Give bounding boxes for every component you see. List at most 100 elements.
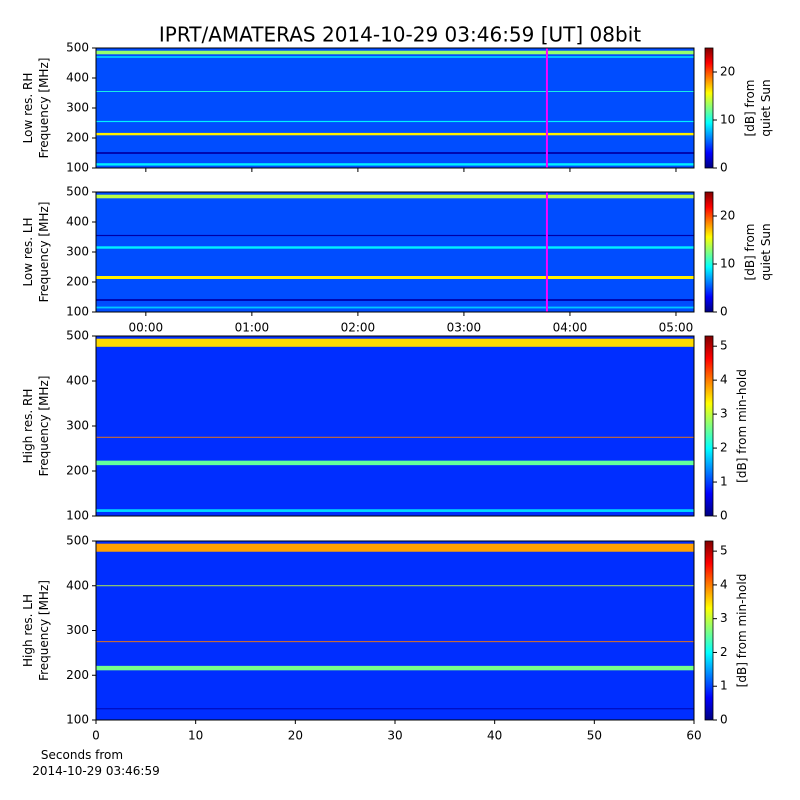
x-tick-label: 05:00	[659, 321, 694, 335]
y-axis-label: Low res. RH Frequency [MHz]	[21, 58, 51, 159]
y-label-line: Low res. RH	[21, 73, 35, 144]
colorbar-tick-label: 4	[720, 373, 728, 387]
y-tick-label: 400	[66, 71, 89, 85]
colorbar-tick-label: 0	[720, 509, 728, 523]
band	[96, 246, 694, 249]
y-tick-label: 500	[66, 41, 89, 55]
colorbar-tick-label: 10	[720, 257, 735, 271]
y-label-line: Low res. LH	[21, 217, 35, 286]
band	[96, 306, 694, 309]
y-tick-label: 300	[66, 623, 89, 637]
colorbar-label: [dB] from quiet Sun	[743, 79, 773, 136]
y-label-line: High res. LH	[21, 594, 35, 667]
colorbar-label-line: quiet Sun	[759, 79, 773, 136]
y-tick-label: 200	[66, 275, 89, 289]
colorbar	[704, 191, 714, 313]
colorbar-tick-label: 5	[720, 544, 728, 558]
y-axis-label: Low res. LH Frequency [MHz]	[21, 202, 51, 303]
colorbar-tick-label: 20	[720, 65, 735, 79]
y-tick-label: 200	[66, 668, 89, 682]
x-label-line: Seconds from	[41, 748, 123, 762]
colorbar-label: [dB] from min-hold	[735, 574, 749, 688]
band	[96, 50, 694, 55]
band	[96, 152, 694, 154]
colorbar-label: [dB] from quiet Sun	[743, 223, 773, 280]
y-label-line: Frequency [MHz]	[37, 580, 51, 681]
colorbar-label-line: [dB] from	[743, 224, 757, 281]
colorbar-label-line: [dB] from min-hold	[735, 369, 749, 483]
x-tick-label: 02:00	[341, 321, 376, 335]
spectrogram-background	[96, 48, 694, 168]
y-tick-label: 300	[66, 419, 89, 433]
x-tick-label: 10	[188, 729, 203, 743]
x-tick-label: 60	[686, 729, 701, 743]
x-tick-label: 0	[92, 729, 100, 743]
y-tick-label: 300	[66, 101, 89, 115]
band	[96, 436, 694, 438]
colorbar-tick-label: 4	[720, 577, 728, 591]
colorbar-label: [dB] from min-hold	[735, 369, 749, 483]
colorbar-tick-label: 0	[720, 305, 728, 319]
y-tick-label: 400	[66, 215, 89, 229]
colorbar-label-line: quiet Sun	[759, 223, 773, 280]
x-tick-label: 04:00	[553, 321, 588, 335]
band	[96, 56, 694, 58]
spectrogram-background	[96, 192, 694, 312]
band	[96, 120, 694, 123]
chart-title: IPRT/AMATERAS 2014-10-29 03:46:59 [UT] 0…	[159, 23, 641, 47]
band	[96, 194, 694, 199]
band	[96, 299, 694, 301]
y-axis-label: High res. RH Frequency [MHz]	[21, 376, 51, 477]
colorbar-tick-label: 1	[720, 475, 728, 489]
colorbar-tick-label: 0	[720, 161, 728, 175]
band	[96, 132, 694, 136]
y-tick-label: 200	[66, 131, 89, 145]
band	[96, 338, 694, 347]
spectrogram-background	[96, 336, 694, 516]
y-tick-label: 100	[66, 161, 89, 175]
x-tick-label: 20	[288, 729, 303, 743]
colorbar	[704, 335, 714, 517]
colorbar-label-line: [dB] from	[743, 80, 757, 137]
band	[96, 509, 694, 512]
y-label-line: Frequency [MHz]	[37, 202, 51, 303]
colorbar-tick-label: 5	[720, 339, 728, 353]
spectrogram-background	[96, 541, 694, 720]
y-tick-label: 500	[66, 534, 89, 548]
y-tick-label: 200	[66, 464, 89, 478]
y-tick-label: 100	[66, 713, 89, 727]
x-tick-label: 00:00	[129, 321, 164, 335]
y-axis-label: High res. LH Frequency [MHz]	[21, 580, 51, 681]
colorbar-tick-label: 3	[720, 611, 728, 625]
band	[96, 460, 694, 466]
colorbar	[704, 540, 714, 721]
colorbar-label-line: [dB] from min-hold	[735, 574, 749, 688]
colorbar-tick-label: 20	[720, 209, 735, 223]
x-tick-label: 30	[387, 729, 402, 743]
y-label-line: High res. RH	[21, 389, 35, 464]
colorbar	[704, 47, 714, 169]
y-tick-label: 100	[66, 509, 89, 523]
band	[96, 641, 694, 643]
y-tick-label: 100	[66, 305, 89, 319]
band	[96, 708, 694, 710]
band	[96, 543, 694, 552]
band	[96, 585, 694, 587]
y-tick-label: 300	[66, 245, 89, 259]
colorbar-tick-label: 3	[720, 407, 728, 421]
colorbar-tick-label: 2	[720, 441, 728, 455]
x-tick-label: 50	[587, 729, 602, 743]
y-tick-label: 500	[66, 329, 89, 343]
band	[96, 91, 694, 92]
x-tick-label: 03:00	[447, 321, 482, 335]
x-tick-label: 40	[487, 729, 502, 743]
y-label-line: Frequency [MHz]	[37, 376, 51, 477]
colorbar-tick-label: 0	[720, 713, 728, 727]
band	[96, 234, 694, 237]
colorbar-tick-label: 10	[720, 113, 735, 127]
x-axis-label: Seconds from 2014-10-29 03:46:59	[32, 748, 159, 778]
colorbar-tick-label: 2	[720, 645, 728, 659]
x-tick-label: 01:00	[235, 321, 270, 335]
colorbar-tick-label: 1	[720, 679, 728, 693]
